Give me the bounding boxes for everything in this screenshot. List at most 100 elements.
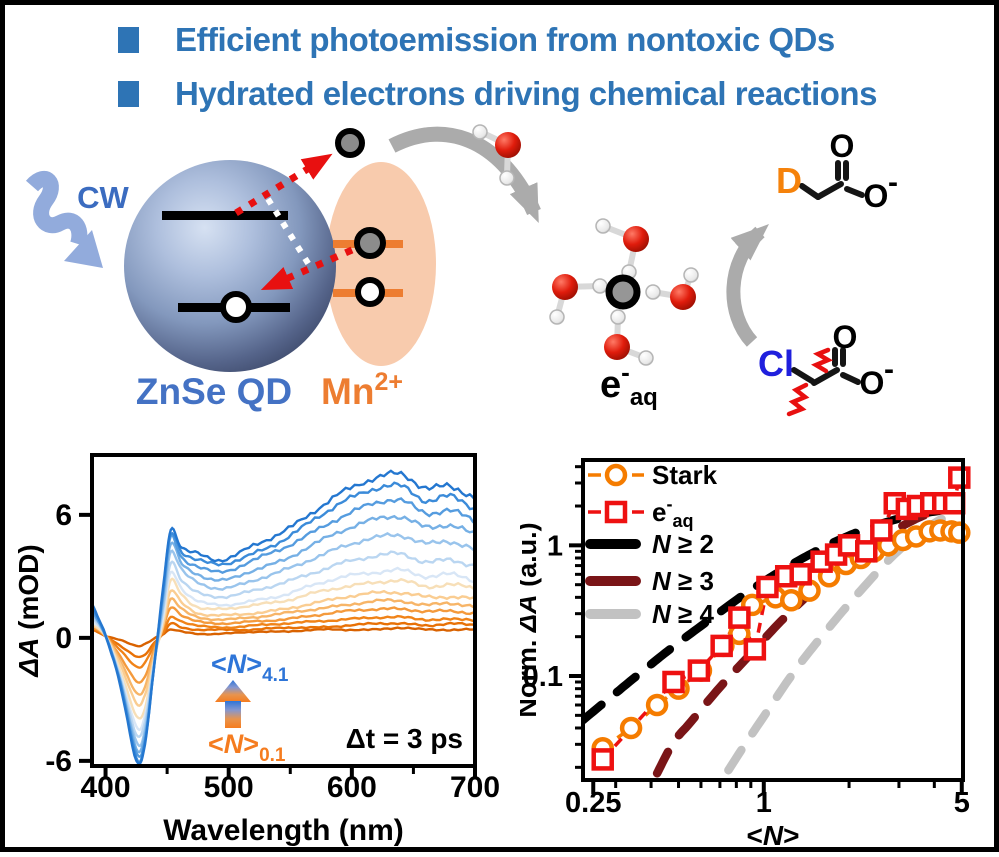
spectra-svg: 400 500 600 700 6 0 -6 Wavelength (nm) ΔA (mOD) <…: [13, 453, 500, 847]
oxygen-atom: [552, 274, 578, 300]
legend-label: N ≥ 2: [652, 529, 714, 559]
x-tick-label: 600: [327, 771, 377, 804]
legend-label: N ≥ 3: [652, 566, 714, 596]
eaq-point: [743, 638, 767, 661]
spectra-curves: [92, 469, 475, 766]
product-charge: -: [888, 166, 898, 199]
bullet-square-icon: [118, 81, 139, 107]
legend-label: e-aq: [652, 494, 693, 531]
x-axis-title: <N>: [747, 820, 800, 851]
hydrated-electron-cluster: [549, 218, 699, 366]
eaq-point: [870, 519, 893, 542]
spectrum-curve-N-0.5: [92, 606, 475, 684]
hydrogen-atom: [595, 218, 611, 234]
product-molecule: O O - D: [776, 128, 898, 214]
spectrum-curve-N-0.3: [92, 614, 475, 669]
y-tick-label: 1: [547, 530, 563, 562]
reactant-carboxylate-o: O: [860, 365, 885, 401]
bond-cleavage-squiggle: [811, 347, 833, 374]
stark-point: [645, 693, 669, 717]
y-axis-title: ΔA (mOD): [13, 544, 44, 677]
eaq-point: [948, 466, 971, 489]
ejected-electron: [335, 128, 365, 158]
cw-label: CW: [77, 180, 129, 215]
legend-label: N ≥ 4: [652, 599, 714, 629]
scaling-chart: 0.25 1 5 1 0.1 <N> Norm. ΔA (a.u.) Stark e-aq N ≥…: [512, 440, 999, 852]
bullet-square-icon: [118, 27, 139, 53]
hydrogen-atom: [549, 309, 565, 325]
tspan: -: [666, 494, 672, 514]
header-line-1: Efficient photoemission from nontoxic QD…: [175, 21, 835, 58]
stark-point: [619, 716, 643, 740]
product-carbonyl-o: O: [830, 128, 855, 164]
eaq-base: e: [600, 364, 621, 406]
cw-arrow-icon: [25, 171, 103, 268]
x-tick-label: 700: [450, 771, 500, 804]
hole-circle: [220, 291, 252, 323]
eaq-point: [789, 563, 812, 586]
hydrogen-atom: [610, 309, 626, 325]
tspan: 0.1: [259, 745, 286, 766]
tspan: N: [224, 729, 244, 759]
eaq-point: [942, 491, 966, 515]
reactant-chlorine-label: Cl: [758, 343, 794, 384]
x-tick-label: 0.25: [565, 787, 621, 819]
tspan: >: [246, 649, 262, 679]
tspan: <: [747, 820, 763, 851]
eaq-point: [728, 606, 751, 629]
tspan: <: [208, 729, 224, 759]
y-title-rest: (mOD): [13, 544, 44, 637]
tspan: N: [763, 820, 784, 851]
stark-point: [779, 589, 803, 612]
y-title-italic: ΔA: [13, 638, 44, 678]
plot-frame: [90, 453, 477, 768]
tspan: >: [243, 729, 259, 759]
eaq-point: [855, 540, 878, 563]
header: Efficient photoemission from nontoxic QD…: [0, 14, 999, 122]
eaq-sub: aq: [630, 384, 658, 411]
spectrum-curve-N-3.4: [92, 497, 475, 759]
hydrogen-atom: [499, 170, 515, 186]
tspan: N: [227, 649, 247, 679]
tspan: >: [783, 820, 799, 851]
hydrogen-atom: [683, 267, 699, 283]
spectrum-curve-N-2.4: [92, 532, 475, 748]
reactant-charge: -: [884, 353, 894, 386]
header-row: Efficient photoemission from nontoxic QD…: [0, 14, 999, 66]
reaction-swoosh: [726, 224, 769, 347]
solvated-electron: [605, 274, 641, 310]
y-tick-label: -6: [45, 745, 72, 778]
tspan: Norm.: [520, 632, 542, 718]
oxygen-atom: [604, 334, 630, 360]
annotation-N-low: <N>0.1: [208, 729, 286, 766]
electron-transfer-swoosh: [388, 126, 541, 224]
spectrum-curve-N-4.1: [92, 469, 475, 766]
mn-base: Mn: [321, 371, 374, 412]
mn-ellipse: [326, 162, 436, 366]
qd-sphere: [124, 160, 336, 372]
stark-point: [948, 521, 971, 544]
x-axis-title: Wavelength (nm): [163, 814, 404, 847]
x-tick-label: 1: [756, 787, 772, 819]
gradient-arrow-head: [215, 680, 251, 702]
eaq-sup: -: [621, 357, 630, 387]
reactant-molecule: O O - Cl: [758, 319, 894, 417]
diagram-svg: CW: [25, 124, 898, 417]
tspan: aq: [672, 511, 693, 531]
plot-frame: [581, 458, 965, 782]
water-molecule: [472, 124, 521, 186]
tspan: ΔA: [520, 594, 542, 633]
y-tick-label: 0: [55, 622, 72, 655]
mn-hole: [355, 277, 385, 307]
bond-cleavage-squiggle: [786, 382, 810, 417]
y-tick-label: 0.1: [523, 661, 563, 693]
spectrum-curve-N-2.9: [92, 514, 475, 754]
eaq-point: [710, 634, 733, 658]
mn-sup: 2+: [374, 368, 403, 396]
reactant-carbonyl-o: O: [833, 319, 858, 355]
cw-arrow-head: [64, 230, 103, 268]
product-deuterium-label: D: [776, 160, 802, 201]
tspan: (a.u.): [520, 522, 542, 594]
oxygen-atom: [623, 226, 649, 252]
